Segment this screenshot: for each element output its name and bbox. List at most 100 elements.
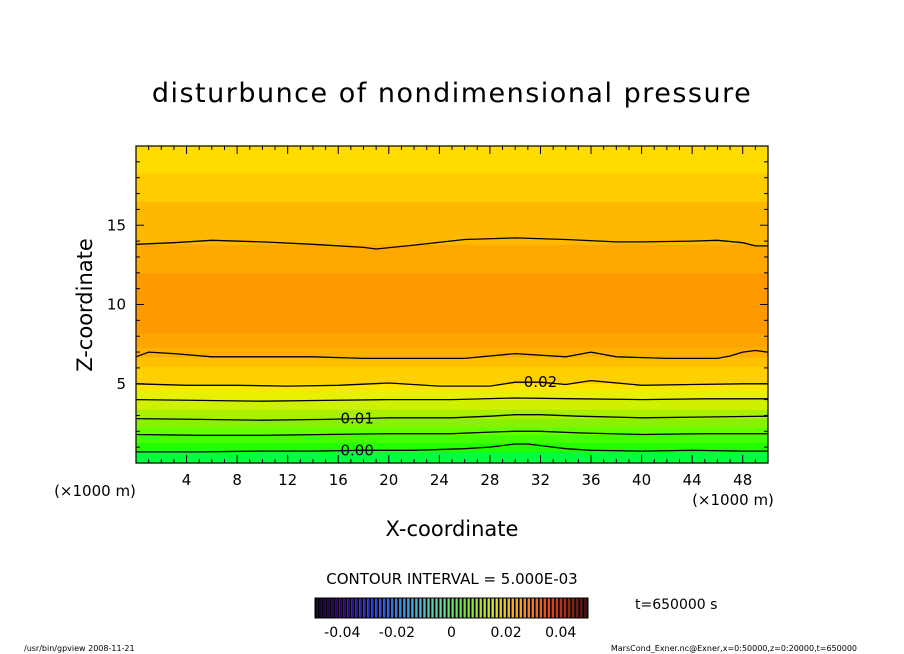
colorbar-tick-label-1: -0.02 — [379, 625, 415, 641]
colorbar-cell-23 — [407, 598, 410, 618]
colorbar-gap-3 — [329, 598, 332, 618]
footer-right: MarsCond_Exner.nc@Exner,x=0:50000,z=0:20… — [611, 644, 857, 653]
x-axis-title: X-coordinate — [386, 517, 519, 541]
plot-area: 0.020.010.00 4 8 12 16 20 24 28 32 36 40 44 48 5101… — [107, 145, 769, 489]
colorbar-gap-4 — [333, 598, 336, 618]
colorbar-cell-38 — [467, 598, 470, 618]
x-tick-label-44: 44 — [683, 471, 702, 489]
colorbar-cell-5 — [335, 598, 338, 618]
colorbar-gap-60 — [558, 598, 560, 618]
colorbar-gap-28 — [429, 598, 432, 618]
colorbar-cell-37 — [463, 598, 466, 618]
colorbar-cell-12 — [363, 598, 366, 618]
colorbar-gap-38 — [469, 598, 472, 618]
colorbar-cell-7 — [343, 598, 346, 618]
colorbar-tick-label-3: 0.02 — [491, 625, 522, 641]
colorbar-gap-22 — [405, 598, 408, 618]
colorbar-cell-59 — [551, 598, 555, 618]
colorbar-gap-54 — [534, 598, 536, 618]
contour-line-3 — [135, 397, 768, 402]
colorbar-cell-26 — [419, 598, 422, 618]
colorbar-gap-51 — [521, 598, 524, 618]
colorbar-gap-52 — [525, 598, 528, 618]
colorbar-gap-6 — [341, 598, 344, 618]
y-unit-label: (×1000 m) — [54, 482, 136, 500]
colorbar-cell-0 — [315, 598, 318, 618]
colorbar-gap-1 — [321, 598, 324, 618]
x-unit-label: (×1000 m) — [692, 491, 774, 509]
x-tick-label-4: 4 — [182, 471, 192, 489]
colorbar-cell-11 — [359, 598, 362, 618]
colorbar-gap-7 — [345, 598, 348, 618]
fill-band-6 — [136, 399, 768, 410]
colorbar-cell-2 — [323, 598, 326, 618]
y-tick-label-5: 5 — [116, 375, 126, 393]
y-tick-label-15: 15 — [107, 216, 126, 234]
colorbar-cell-47 — [503, 598, 506, 618]
colorbar-cell-65 — [575, 598, 579, 618]
colorbar-cell-18 — [387, 598, 390, 618]
colorbar-gap-48 — [509, 598, 512, 618]
colorbar-cell-6 — [339, 598, 342, 618]
colorbar-cell-43 — [487, 598, 490, 618]
y-tick-label-10: 10 — [107, 296, 126, 314]
contour-line-4 — [135, 379, 768, 387]
contour-label-0: 0.02 — [524, 373, 557, 391]
colorbar-gap-5 — [337, 598, 340, 618]
colorbar-cell-50 — [515, 598, 518, 618]
colorbar-cell-15 — [375, 598, 378, 618]
x-tick-label-36: 36 — [581, 471, 600, 489]
fill-band-1 — [136, 442, 768, 453]
colorbar-gap-20 — [397, 598, 400, 618]
fill-band-4 — [136, 418, 768, 428]
time-label: t=650000 s — [635, 597, 717, 613]
contour-line-0 — [136, 443, 768, 453]
colorbar-gap-39 — [473, 598, 476, 618]
colorbar-frame — [314, 597, 589, 619]
x-tick-label-40: 40 — [632, 471, 651, 489]
colorbar-cell-52 — [523, 598, 526, 618]
colorbar-gap-40 — [477, 598, 480, 618]
x-tick-label-12: 12 — [278, 471, 297, 489]
x-tick-label-8: 8 — [232, 471, 242, 489]
colorbar-gap-53 — [529, 598, 532, 618]
colorbar-gap-49 — [513, 598, 516, 618]
fill-band-11 — [136, 347, 768, 358]
colorbar-cell-53 — [527, 598, 530, 618]
colorbar-cell-35 — [455, 598, 458, 618]
fill-band-16 — [136, 172, 768, 203]
colorbar-gap-37 — [465, 598, 468, 618]
colorbar-gap-19 — [393, 598, 396, 618]
colorbar-cell-62 — [563, 598, 567, 618]
colorbar-cell-60 — [555, 598, 559, 618]
colorbar-gap-14 — [373, 598, 376, 618]
colorbar-tick-labels: -0.04 -0.02 0 0.02 0.04 — [324, 625, 576, 641]
colorbar-gap-65 — [578, 598, 580, 618]
contour-line-5 — [135, 349, 769, 360]
colorbar-tick-label-4: 0.04 — [545, 625, 576, 641]
colorbar-cell-21 — [399, 598, 402, 618]
colorbar-cell-63 — [567, 598, 571, 618]
colorbar-gap-44 — [493, 598, 496, 618]
colorbar-cell-42 — [483, 598, 486, 618]
colorbar-cell-66 — [579, 598, 583, 618]
colorbar-cell-17 — [383, 598, 386, 618]
colorbar-gap-2 — [325, 598, 328, 618]
colorbar-gap-30 — [437, 598, 440, 618]
colorbar-cell-61 — [559, 598, 563, 618]
y-axis-ticks: 5 10 15 — [107, 161, 768, 448]
colorbar-cell-57 — [543, 598, 547, 618]
colorbar — [315, 598, 588, 618]
colorbar-gap-9 — [353, 598, 356, 618]
fill-band-12 — [136, 333, 768, 348]
colorbar-cell-4 — [331, 598, 334, 618]
colorbar-gap-15 — [377, 598, 380, 618]
colorbar-gap-47 — [505, 598, 508, 618]
colorbar-gap-32 — [445, 598, 448, 618]
fill-band-15 — [136, 201, 768, 245]
x-tick-label-16: 16 — [329, 471, 348, 489]
colorbar-gap-8 — [349, 598, 352, 618]
colorbar-gap-21 — [401, 598, 404, 618]
colorbar-gap-13 — [369, 598, 372, 618]
